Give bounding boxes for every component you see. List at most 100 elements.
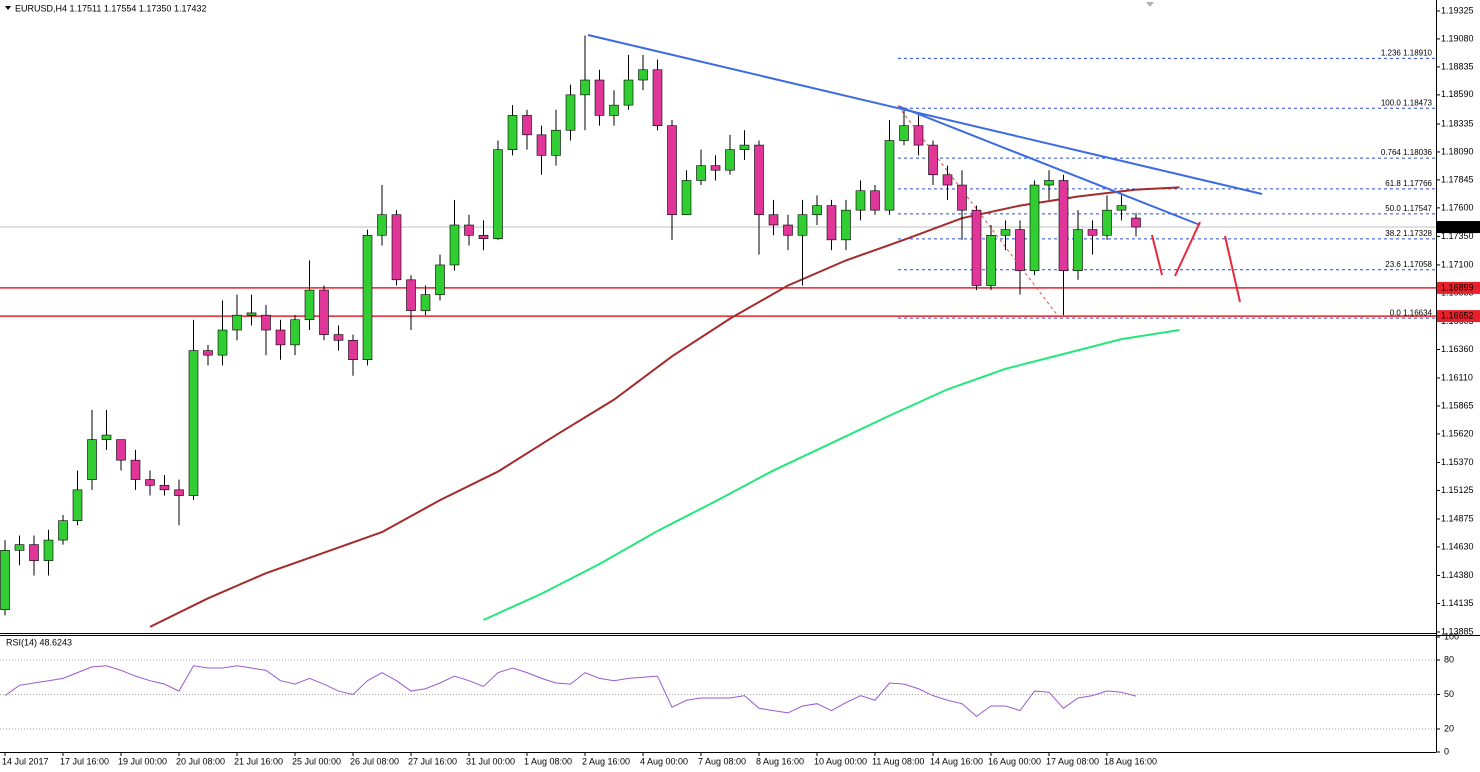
y-tick-label: 1.15865 bbox=[1441, 400, 1474, 410]
y-tick-label: 1.18090 bbox=[1441, 146, 1474, 156]
moving-average bbox=[149, 186, 1180, 628]
candle-body bbox=[986, 234, 996, 286]
candle-body bbox=[884, 140, 895, 211]
candle-body bbox=[391, 214, 402, 281]
candle-body bbox=[101, 434, 112, 440]
candle-body bbox=[971, 209, 982, 286]
scenario-arrow bbox=[1224, 235, 1241, 303]
y-tick-label: 1.19080 bbox=[1441, 33, 1474, 43]
candle-body bbox=[406, 279, 416, 311]
candle-body bbox=[58, 520, 68, 541]
y-tick-label: 1.15620 bbox=[1441, 428, 1474, 438]
y-tick-label: 1.16360 bbox=[1441, 344, 1474, 354]
candle-body bbox=[855, 190, 866, 211]
fib-baseline bbox=[897, 105, 1059, 317]
candle-body bbox=[565, 94, 576, 131]
candle-body bbox=[290, 319, 300, 346]
x-tick-label: 14 Jul 2017 bbox=[2, 756, 49, 766]
price-tag-label: 1.16899 bbox=[1441, 282, 1474, 292]
y-tick-label: 1.17600 bbox=[1441, 202, 1474, 212]
y-tick-label: 1.15125 bbox=[1441, 485, 1474, 495]
candle-body bbox=[623, 79, 634, 106]
candle-body bbox=[319, 289, 329, 335]
candle-body bbox=[536, 134, 547, 156]
candle-body bbox=[913, 125, 924, 146]
trendline bbox=[587, 34, 1263, 195]
candle-body bbox=[870, 190, 880, 211]
y-tick-label: 1.17100 bbox=[1441, 259, 1474, 269]
candle-body bbox=[87, 439, 97, 480]
fib-label: 1.236 1.18910 bbox=[1381, 48, 1433, 57]
candle-body bbox=[1131, 217, 1141, 228]
x-tick-label: 17 Aug 08:00 bbox=[1046, 756, 1099, 766]
candle-body bbox=[638, 69, 648, 81]
x-tick-label: 11 Aug 08:00 bbox=[872, 756, 924, 766]
y-tick-label: 20 bbox=[1444, 723, 1454, 733]
symbol-menu-icon[interactable] bbox=[5, 6, 11, 10]
candle-body bbox=[130, 459, 141, 480]
price-tag bbox=[1437, 281, 1480, 294]
x-tick-label: 31 Jul 00:00 bbox=[466, 756, 515, 766]
y-tick-label: 1.19325 bbox=[1441, 5, 1474, 15]
fib-label: 38.2 1.17328 bbox=[1385, 229, 1432, 238]
scenario-arrow bbox=[1174, 221, 1201, 277]
fib-label: 23.6 1.17058 bbox=[1385, 260, 1432, 269]
y-tick-label: 1.18335 bbox=[1441, 118, 1474, 128]
y-tick-label: 1.14380 bbox=[1441, 570, 1474, 580]
candle-body bbox=[1116, 205, 1127, 211]
candle-body bbox=[580, 79, 590, 96]
candle-body bbox=[710, 165, 721, 171]
x-tick-label: 21 Jul 16:00 bbox=[234, 756, 283, 766]
candle-body bbox=[1029, 184, 1040, 271]
price-tag bbox=[1437, 310, 1480, 323]
candle-body bbox=[217, 329, 228, 356]
y-tick-label: 1.17845 bbox=[1441, 174, 1474, 184]
candle-body bbox=[841, 209, 851, 241]
candle-body bbox=[493, 149, 503, 240]
candle-body bbox=[826, 205, 837, 241]
x-tick-label: 7 Aug 08:00 bbox=[698, 756, 746, 766]
candle-body bbox=[377, 214, 387, 236]
candle-body bbox=[1000, 229, 1011, 236]
candle-body bbox=[348, 340, 358, 361]
candle-body bbox=[420, 294, 431, 311]
scenario-arrow bbox=[1151, 234, 1163, 276]
candle-body bbox=[333, 334, 344, 341]
candle-body bbox=[435, 264, 445, 295]
candle-body bbox=[1058, 180, 1069, 271]
x-tick-label: 1 Aug 08:00 bbox=[524, 756, 572, 766]
candle-body bbox=[652, 69, 663, 126]
candle-body bbox=[522, 115, 532, 136]
candle-body bbox=[957, 184, 967, 211]
candle-body bbox=[478, 234, 489, 240]
candle-body bbox=[754, 144, 764, 216]
fib-label: 50.0 1.17547 bbox=[1385, 204, 1432, 213]
fib-label: 61.8 1.17766 bbox=[1385, 179, 1432, 188]
fib-label: 0.0 1.16634 bbox=[1390, 308, 1433, 317]
candle-body bbox=[145, 479, 155, 486]
x-tick-label: 14 Aug 16:00 bbox=[930, 756, 983, 766]
y-tick-label: 1.16110 bbox=[1441, 372, 1473, 382]
y-tick-label: 1.18835 bbox=[1441, 61, 1474, 71]
candle-body bbox=[783, 224, 793, 236]
candle-body bbox=[203, 350, 213, 356]
y-tick-label: 1.18590 bbox=[1441, 89, 1474, 99]
y-tick-label: 50 bbox=[1444, 689, 1454, 699]
y-tick-label: 1.14135 bbox=[1441, 598, 1474, 608]
x-tick-label: 4 Aug 00:00 bbox=[640, 756, 688, 766]
candle-body bbox=[159, 484, 170, 491]
candle-body bbox=[0, 550, 10, 611]
candle-body bbox=[812, 205, 822, 216]
candle-body bbox=[594, 79, 605, 116]
scroll-marker bbox=[1146, 2, 1154, 7]
x-tick-label: 27 Jul 16:00 bbox=[408, 756, 457, 766]
fib-label: 100.0 1.18473 bbox=[1381, 98, 1433, 107]
candle-body bbox=[942, 174, 953, 186]
chart-header: EURUSD,H4 1.17511 1.17554 1.17350 1.1743… bbox=[15, 3, 206, 13]
price-tag-label: 1.16652 bbox=[1441, 310, 1474, 320]
y-tick-label: 80 bbox=[1444, 654, 1454, 664]
candle-body bbox=[29, 544, 39, 561]
candle-body bbox=[1087, 229, 1098, 236]
